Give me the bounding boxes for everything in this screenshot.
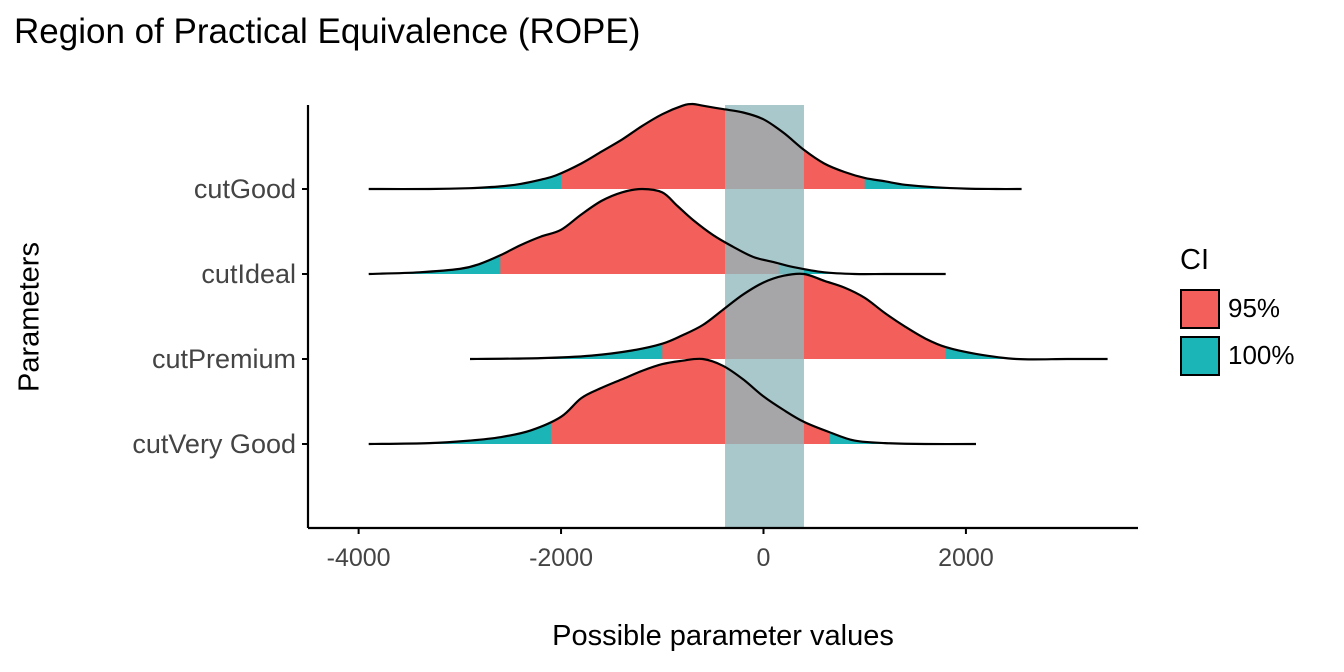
y-tick-label: cutGood: [194, 174, 296, 204]
legend-item-95: 95%: [1180, 285, 1295, 332]
chart-title: Region of Practical Equivalence (ROPE): [14, 12, 641, 51]
legend-label-95: 95%: [1228, 293, 1281, 323]
y-tick-label: cutIdeal: [201, 259, 296, 289]
axes: [302, 105, 1138, 534]
x-tick-label: -4000: [327, 544, 391, 572]
x-tick-label: 0: [757, 544, 771, 572]
density-outline-cutgood: [368, 102, 1022, 191]
density-outline-cutpremium: [469, 272, 1108, 361]
x-tick-label: 2000: [938, 544, 994, 572]
density-95-cutpremium: [662, 274, 946, 359]
legend-item-100: 100%: [1180, 332, 1295, 379]
y-tick-labels: cutGood cutIdeal cutPremium cutVery Good: [132, 174, 296, 459]
outline-layer: [368, 102, 1108, 446]
y-axis-label: Parameters: [13, 242, 46, 392]
y-tick-label: cutPremium: [152, 344, 296, 374]
legend-label-100: 100%: [1228, 340, 1295, 370]
density-95-cutideal: [500, 189, 779, 274]
x-tick-labels: -4000 -2000 0 2000: [327, 544, 994, 572]
rope-band: [725, 105, 804, 528]
density-outline-cutideal: [368, 187, 946, 276]
legend-title: CI: [1180, 244, 1209, 276]
legend: CI 95% 100%: [1180, 244, 1295, 379]
y-tick-label: cutVery Good: [132, 429, 296, 459]
density-outline-cutvery-good: [368, 357, 977, 446]
density-95-cutgood: [561, 104, 865, 189]
x-tick-label: -2000: [529, 544, 593, 572]
x-axis-label: Possible parameter values: [552, 620, 894, 652]
legend-swatch-95: [1180, 288, 1220, 329]
legend-swatch-100: [1180, 335, 1220, 376]
